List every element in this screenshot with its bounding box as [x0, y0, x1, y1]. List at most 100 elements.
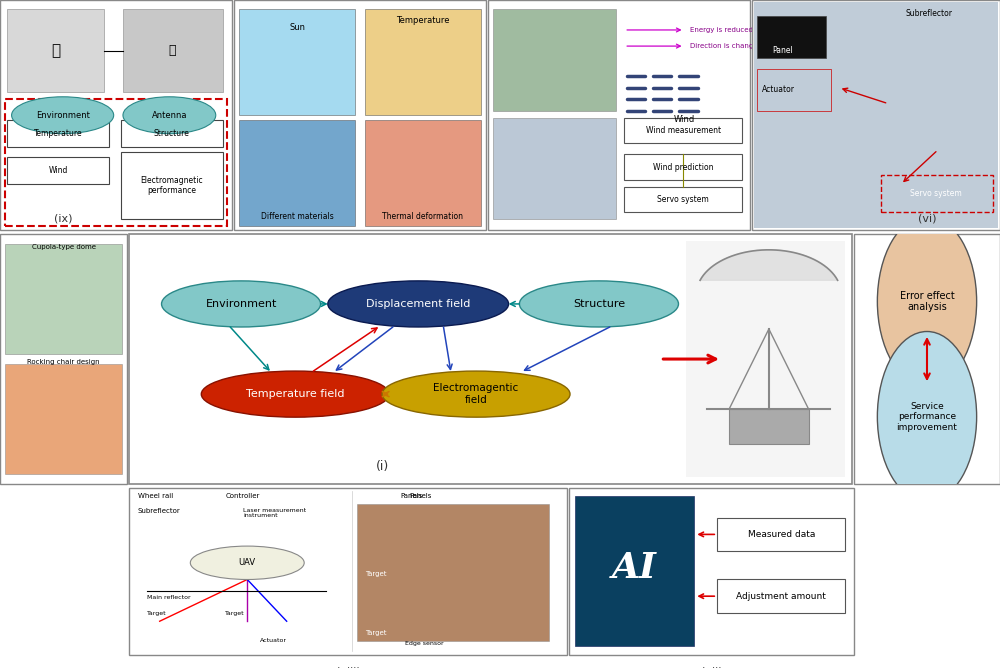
FancyBboxPatch shape	[239, 120, 355, 226]
Text: Service
performance
improvement: Service performance improvement	[897, 401, 957, 432]
Text: Wind prediction: Wind prediction	[653, 162, 713, 172]
FancyBboxPatch shape	[752, 0, 1000, 230]
Ellipse shape	[201, 371, 389, 417]
FancyBboxPatch shape	[5, 244, 122, 354]
Text: Energy is reduced: Energy is reduced	[690, 27, 753, 33]
Text: Antenna: Antenna	[152, 111, 187, 120]
Text: Electromagentic
field: Electromagentic field	[433, 383, 519, 405]
FancyBboxPatch shape	[754, 2, 998, 228]
FancyBboxPatch shape	[7, 157, 109, 184]
Ellipse shape	[162, 281, 321, 327]
Text: Target: Target	[366, 629, 387, 635]
FancyBboxPatch shape	[624, 186, 742, 212]
FancyBboxPatch shape	[234, 0, 486, 230]
Ellipse shape	[123, 97, 216, 134]
Text: Cupola-type dome: Cupola-type dome	[32, 244, 96, 250]
Text: Subreflector: Subreflector	[138, 508, 181, 514]
FancyBboxPatch shape	[5, 364, 122, 474]
Text: (viii): (viii)	[336, 667, 360, 668]
FancyBboxPatch shape	[123, 9, 223, 92]
Text: Temperature field: Temperature field	[246, 389, 345, 399]
FancyBboxPatch shape	[129, 488, 567, 655]
Text: Error effect
analysis: Error effect analysis	[900, 291, 954, 312]
Ellipse shape	[382, 371, 570, 417]
Text: (ix): (ix)	[54, 214, 73, 224]
Text: Panels: Panels	[401, 492, 423, 498]
Text: (vii): (vii)	[701, 667, 722, 668]
FancyBboxPatch shape	[717, 518, 845, 551]
Ellipse shape	[519, 281, 678, 327]
FancyBboxPatch shape	[493, 118, 616, 219]
FancyBboxPatch shape	[757, 16, 826, 57]
Text: Measured data: Measured data	[748, 530, 815, 539]
Text: Wind: Wind	[48, 166, 68, 175]
Text: UAV: UAV	[239, 558, 256, 567]
Text: 📦: 📦	[168, 44, 175, 57]
Text: Edge sensor: Edge sensor	[405, 641, 444, 647]
Text: Subreflector: Subreflector	[906, 9, 953, 18]
Ellipse shape	[328, 281, 509, 327]
Text: Displacement field: Displacement field	[366, 299, 470, 309]
Text: (ii): (ii)	[108, 244, 124, 255]
Text: Environment: Environment	[36, 111, 90, 120]
Text: Controller: Controller	[225, 492, 260, 498]
Text: (vi): (vi)	[918, 214, 936, 224]
FancyBboxPatch shape	[357, 504, 549, 641]
FancyBboxPatch shape	[493, 9, 616, 111]
Text: Temperature: Temperature	[34, 129, 82, 138]
Text: Target: Target	[225, 611, 245, 616]
Text: Electromagnetic
performance: Electromagnetic performance	[140, 176, 203, 195]
Text: Wheel rail: Wheel rail	[138, 492, 173, 498]
Text: Actuator: Actuator	[260, 638, 287, 643]
FancyBboxPatch shape	[729, 409, 809, 444]
Text: Structure: Structure	[573, 299, 625, 309]
Text: Rocking chair design: Rocking chair design	[27, 359, 100, 365]
Ellipse shape	[190, 546, 304, 579]
Circle shape	[877, 216, 977, 387]
FancyBboxPatch shape	[239, 9, 355, 115]
Text: Wind measurement: Wind measurement	[646, 126, 721, 135]
Text: Actuator: Actuator	[762, 86, 795, 94]
FancyBboxPatch shape	[854, 234, 1000, 484]
Text: (iv): (iv)	[610, 244, 628, 255]
FancyBboxPatch shape	[717, 579, 845, 613]
FancyBboxPatch shape	[569, 488, 854, 655]
FancyBboxPatch shape	[0, 0, 232, 230]
Text: Servo system: Servo system	[657, 195, 709, 204]
Text: Environment: Environment	[205, 299, 277, 309]
Polygon shape	[700, 250, 838, 281]
Text: Target: Target	[147, 611, 166, 616]
Text: Target: Target	[366, 571, 387, 577]
FancyBboxPatch shape	[0, 234, 127, 484]
Text: Wind: Wind	[674, 116, 695, 124]
Text: Different materials: Different materials	[261, 212, 333, 221]
FancyBboxPatch shape	[7, 9, 104, 92]
FancyBboxPatch shape	[7, 120, 109, 148]
Text: (i): (i)	[375, 460, 389, 473]
Circle shape	[877, 331, 977, 502]
Text: (v): (v)	[868, 244, 884, 255]
Text: Thermal deformation: Thermal deformation	[382, 212, 464, 221]
FancyBboxPatch shape	[121, 120, 223, 148]
Text: Sun: Sun	[289, 23, 305, 32]
FancyBboxPatch shape	[129, 234, 852, 484]
Text: AI: AI	[612, 551, 657, 584]
Text: Main reflector: Main reflector	[147, 595, 190, 599]
FancyBboxPatch shape	[121, 152, 223, 219]
Text: Servo system: Servo system	[910, 189, 961, 198]
FancyBboxPatch shape	[488, 0, 750, 230]
FancyBboxPatch shape	[624, 118, 742, 143]
FancyBboxPatch shape	[624, 154, 742, 180]
Text: 🖥: 🖥	[51, 43, 60, 58]
Text: Direction is changed: Direction is changed	[690, 43, 762, 49]
FancyBboxPatch shape	[686, 241, 845, 477]
Text: Panel: Panel	[772, 46, 793, 55]
Text: Laser measurement
instrument: Laser measurement instrument	[243, 508, 306, 518]
Ellipse shape	[12, 97, 114, 134]
FancyBboxPatch shape	[365, 9, 481, 115]
Text: Adjustment amount: Adjustment amount	[736, 592, 826, 601]
FancyBboxPatch shape	[575, 496, 694, 647]
Text: Structure: Structure	[154, 129, 190, 138]
Text: Panels: Panels	[409, 492, 432, 498]
Text: Temperature: Temperature	[396, 16, 450, 25]
